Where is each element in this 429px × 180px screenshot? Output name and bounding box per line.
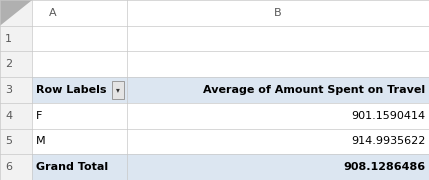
Bar: [0, 26, 32, 51]
Text: 1: 1: [5, 34, 12, 44]
Bar: [0, 103, 32, 129]
Text: M: M: [36, 136, 45, 146]
Text: 3: 3: [5, 85, 12, 95]
Bar: [32, 77, 127, 103]
Text: A: A: [49, 8, 57, 18]
Bar: [32, 0, 127, 26]
Text: 5: 5: [5, 136, 12, 146]
Text: Row Labels: Row Labels: [36, 85, 106, 95]
Bar: [127, 51, 429, 77]
Text: B: B: [274, 8, 281, 18]
Text: 914.9935622: 914.9935622: [351, 136, 426, 146]
Bar: [0, 0, 32, 26]
Bar: [0, 129, 32, 154]
Bar: [127, 0, 429, 26]
Bar: [0, 77, 32, 103]
Bar: [127, 77, 429, 103]
Bar: [127, 103, 429, 129]
Text: 901.1590414: 901.1590414: [351, 111, 426, 121]
Bar: [127, 154, 429, 180]
Bar: [32, 154, 127, 180]
Text: 6: 6: [5, 162, 12, 172]
Bar: [127, 129, 429, 154]
Text: 2: 2: [5, 59, 12, 69]
Text: 908.1286486: 908.1286486: [344, 162, 426, 172]
Bar: [32, 26, 127, 51]
Bar: [32, 129, 127, 154]
Polygon shape: [0, 0, 32, 26]
Text: F: F: [36, 111, 42, 121]
FancyBboxPatch shape: [112, 81, 124, 99]
Bar: [32, 103, 127, 129]
Text: ▾: ▾: [116, 86, 120, 94]
Bar: [0, 154, 32, 180]
Bar: [32, 51, 127, 77]
Text: Average of Amount Spent on Travel: Average of Amount Spent on Travel: [203, 85, 426, 95]
Text: Grand Total: Grand Total: [36, 162, 108, 172]
Bar: [0, 51, 32, 77]
Text: 4: 4: [5, 111, 12, 121]
Bar: [127, 26, 429, 51]
